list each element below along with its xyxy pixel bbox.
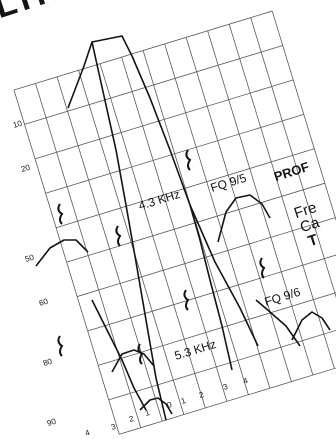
sidelobe-lower-left (111, 349, 155, 373)
grid-hline (55, 148, 315, 229)
y-tick-label: 50 (24, 253, 36, 264)
x-tick-label: 0 (166, 400, 173, 410)
x-tick-label: 4 (84, 428, 91, 438)
y-tick-label: 60 (38, 297, 50, 308)
curve-lower-a (91, 299, 147, 411)
grid-hline (45, 113, 304, 194)
chart-grid (13, 10, 336, 435)
x-tick-label: 1 (144, 408, 151, 418)
grid-hline (108, 320, 336, 401)
x-tick-label: 3 (110, 422, 117, 432)
x-tick-label: 2 (198, 390, 205, 400)
y-tick-label: 20 (20, 163, 32, 174)
sidelobe-upper (217, 194, 271, 243)
y-tick-label: 90 (46, 417, 58, 428)
curve-wide (67, 35, 259, 347)
grid-hline (119, 354, 336, 435)
series-label-4-3khz: 4.3 KHz (137, 187, 182, 213)
filter-label-fq95: FQ 9/5 (209, 171, 248, 195)
x-tick-label: 3 (222, 382, 229, 392)
x-tick-label: 2 (128, 414, 135, 424)
x-tick-label: 1 (180, 396, 187, 406)
curve-bottom (139, 397, 173, 415)
y-tick-label: 80 (42, 357, 54, 368)
grid-hline (24, 45, 283, 125)
sidelobe-lower-right (291, 311, 331, 341)
x-tick-label: 4 (242, 376, 249, 386)
grid-hline (87, 251, 336, 332)
curve-lower-b (189, 204, 233, 371)
y-tick-label: 10 (12, 119, 24, 130)
y-tick-labels: 10 20 50 60 80 90 (12, 119, 58, 428)
grid-hline (13, 10, 273, 91)
axis-break-marks (57, 149, 266, 365)
grid-vline (13, 89, 120, 435)
curve-narrow (91, 41, 167, 421)
response-curves (35, 35, 331, 421)
grid-hline (77, 217, 336, 297)
grid-hline (34, 79, 294, 160)
sidelobe-left-upper (35, 239, 89, 267)
curve-lower-c (255, 299, 301, 347)
